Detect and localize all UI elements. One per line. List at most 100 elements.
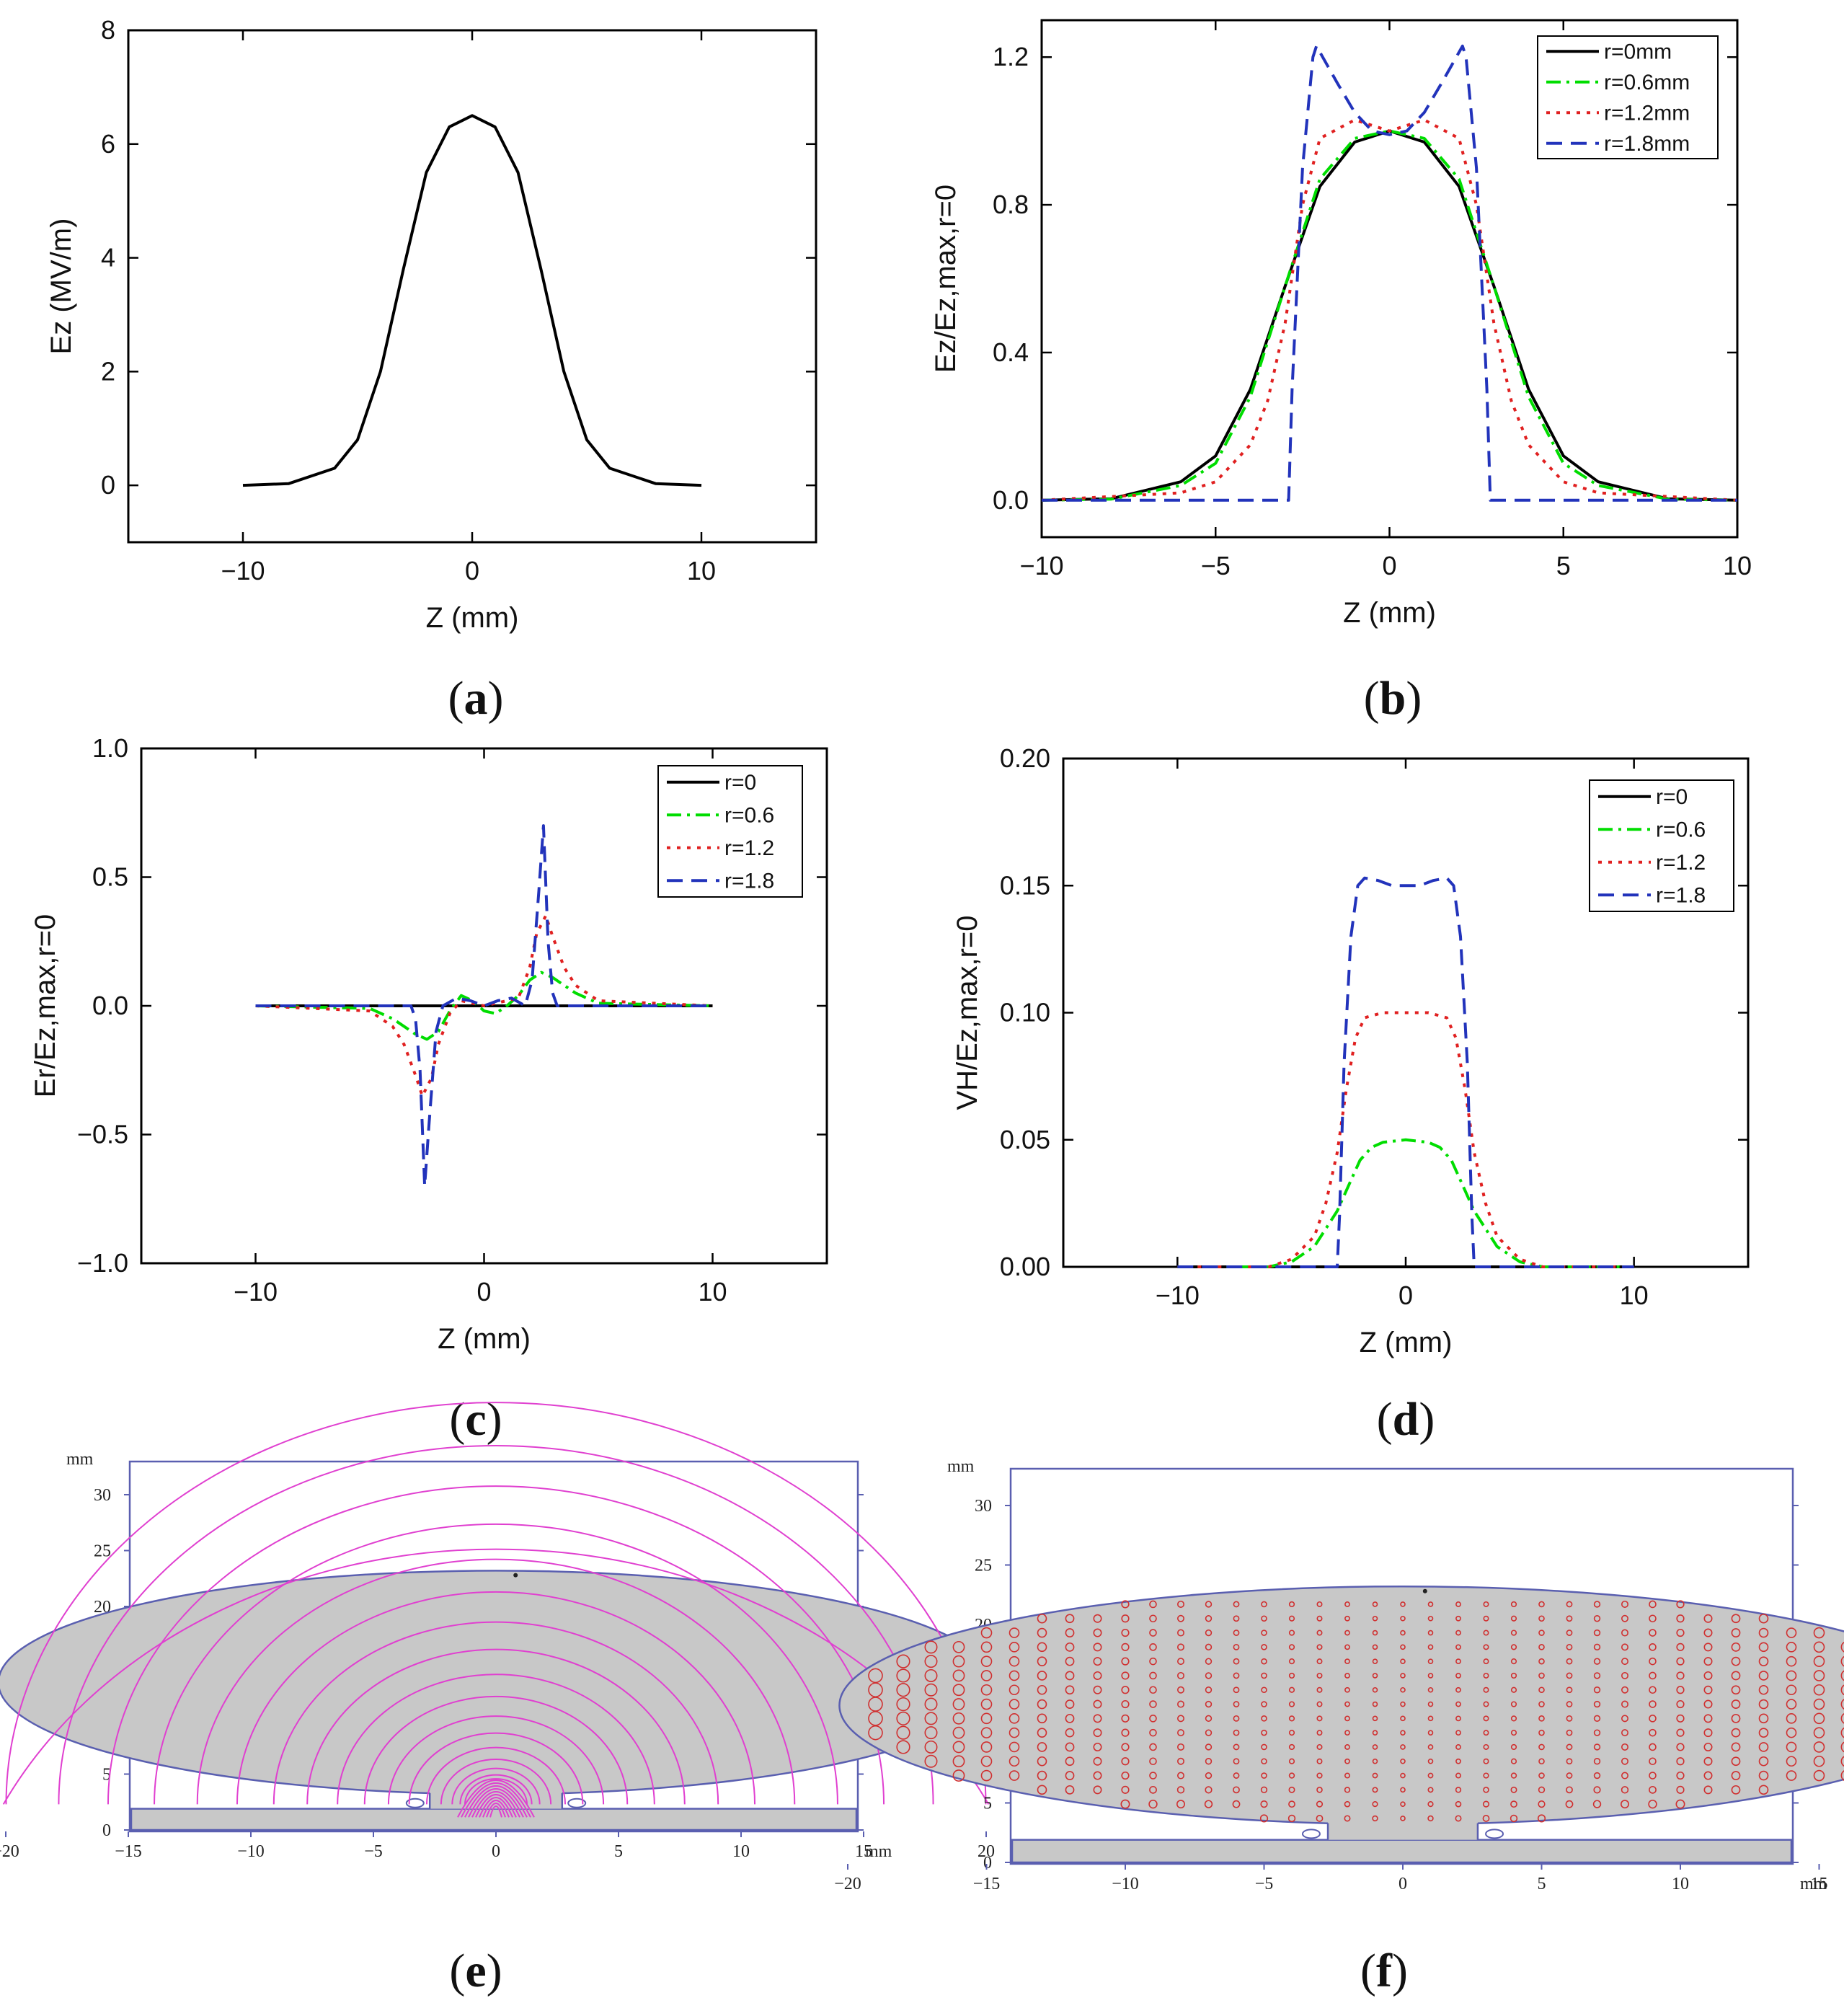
vector-marker-f-38 xyxy=(980,1670,993,1681)
vector-marker-f-207 xyxy=(1316,1701,1323,1707)
gap-field-line-e-9 xyxy=(457,1779,535,1818)
vector-marker-f-469 xyxy=(1813,1755,1825,1767)
vector-marker-f-290 xyxy=(1455,1658,1461,1665)
vector-marker-f-166 xyxy=(1233,1601,1240,1608)
vector-marker-f-116 xyxy=(1149,1671,1157,1680)
vector-marker-f-177 xyxy=(1261,1672,1267,1679)
vector-marker-f-375 xyxy=(1621,1772,1629,1780)
vector-marker-f-460 xyxy=(1786,1727,1797,1738)
vector-marker-f-70 xyxy=(1065,1728,1075,1738)
vector-marker-f-312 xyxy=(1510,1800,1517,1808)
x-tick-label-d-0: −10 xyxy=(1156,1281,1200,1310)
vector-marker-f-194 xyxy=(1288,1658,1295,1665)
vector-marker-f-318 xyxy=(1510,1715,1517,1722)
vector-marker-f-66 xyxy=(1065,1785,1075,1795)
legend-box-b xyxy=(1537,35,1719,159)
vector-marker-f-410 xyxy=(1676,1699,1685,1709)
vector-marker-f-402 xyxy=(1649,1600,1657,1609)
vector-marker-f-29 xyxy=(952,1655,965,1668)
vector-marker-f-159 xyxy=(1233,1701,1240,1707)
field-line-e-11 xyxy=(272,1621,719,1805)
vector-marker-f-293 xyxy=(1455,1615,1461,1622)
vector-marker-f-155 xyxy=(1233,1758,1240,1765)
vector-marker-f-401 xyxy=(1649,1614,1657,1623)
gap-field-line-e-1 xyxy=(486,1802,506,1818)
x-tick-label-d-2: 10 xyxy=(1620,1281,1649,1310)
vector-marker-f-417 xyxy=(1676,1600,1685,1609)
vector-marker-f-457 xyxy=(1786,1770,1797,1781)
y-tick-label-b-0: 0.0 xyxy=(993,485,1029,515)
vector-marker-f-225 xyxy=(1344,1673,1350,1679)
sim-x-tick-label-e-4: 0 xyxy=(492,1842,500,1861)
vector-marker-f-210 xyxy=(1316,1658,1323,1665)
field-line-e-1 xyxy=(464,1778,528,1805)
vector-marker-f-311 xyxy=(1510,1814,1518,1823)
vector-marker-f-43 xyxy=(1009,1756,1020,1767)
field-line-e-8 xyxy=(363,1695,629,1805)
vector-marker-f-165 xyxy=(1233,1615,1240,1622)
vector-marker-f-328 xyxy=(1538,1800,1546,1808)
vector-marker-f-456 xyxy=(1758,1613,1769,1624)
vector-marker-f-79 xyxy=(1093,1785,1102,1795)
vector-marker-f-297 xyxy=(1483,1787,1489,1793)
vector-marker-f-139 xyxy=(1205,1772,1213,1780)
vector-marker-f-481 xyxy=(1840,1741,1844,1753)
y-tick-label-a-1: 2 xyxy=(101,356,115,386)
vector-marker-f-48 xyxy=(1009,1684,1020,1696)
vector-marker-f-219 xyxy=(1344,1758,1350,1764)
vector-marker-f-1 xyxy=(868,1711,883,1726)
vector-marker-f-117 xyxy=(1149,1657,1157,1666)
vector-marker-f-243 xyxy=(1372,1644,1378,1650)
vector-marker-f-156 xyxy=(1233,1743,1240,1751)
legend-box-c xyxy=(657,765,803,898)
vector-marker-f-347 xyxy=(1566,1743,1573,1751)
vector-marker-f-141 xyxy=(1205,1743,1213,1751)
vector-marker-f-306 xyxy=(1483,1658,1489,1665)
gap-field-line-e-5 xyxy=(471,1790,520,1818)
vector-marker-f-169 xyxy=(1260,1786,1268,1794)
vector-marker-f-137 xyxy=(1204,1800,1213,1808)
vector-marker-f-345 xyxy=(1566,1772,1573,1779)
vector-marker-f-474 xyxy=(1813,1684,1825,1696)
vector-marker-f-133 xyxy=(1177,1643,1185,1651)
vector-marker-f-254 xyxy=(1400,1715,1406,1722)
vector-marker-f-475 xyxy=(1813,1670,1825,1681)
vector-marker-f-27 xyxy=(952,1684,965,1697)
sim-slot-left-e xyxy=(405,1798,425,1808)
y-tick-label-b-2: 0.8 xyxy=(993,190,1029,219)
vector-marker-f-3 xyxy=(868,1682,883,1698)
vector-marker-f-284 xyxy=(1455,1744,1461,1750)
vector-marker-f-333 xyxy=(1538,1729,1545,1736)
vector-marker-f-458 xyxy=(1786,1756,1797,1767)
vector-marker-f-262 xyxy=(1400,1601,1406,1607)
vector-marker-f-438 xyxy=(1731,1685,1741,1695)
vector-marker-f-152 xyxy=(1232,1800,1241,1808)
vector-marker-f-104 xyxy=(1121,1628,1130,1637)
gap-field-line-e-3 xyxy=(479,1796,513,1818)
vector-marker-f-387 xyxy=(1621,1600,1629,1608)
vector-marker-f-380 xyxy=(1621,1700,1629,1708)
vector-marker-f-212 xyxy=(1316,1630,1323,1636)
gap-field-line-e-6 xyxy=(468,1787,524,1818)
vector-marker-f-428 xyxy=(1703,1643,1713,1652)
vector-marker-f-403 xyxy=(1675,1799,1685,1809)
vector-marker-f-367 xyxy=(1593,1672,1601,1679)
vector-marker-f-485 xyxy=(1840,1684,1844,1696)
vector-marker-f-200 xyxy=(1316,1800,1324,1808)
vector-marker-f-11 xyxy=(896,1654,910,1668)
vector-marker-f-329 xyxy=(1538,1786,1546,1794)
vector-marker-f-425 xyxy=(1703,1685,1713,1694)
vector-marker-f-344 xyxy=(1566,1786,1573,1794)
series-line-b-3 xyxy=(1042,44,1737,502)
vector-marker-f-374 xyxy=(1621,1786,1629,1794)
vector-marker-f-279 xyxy=(1455,1815,1462,1822)
vector-marker-f-436 xyxy=(1731,1713,1741,1723)
vector-marker-f-26 xyxy=(952,1698,965,1710)
sim-x-unit-f: mm xyxy=(1800,1875,1827,1893)
vector-marker-f-265 xyxy=(1427,1787,1434,1793)
vector-marker-f-54 xyxy=(1037,1770,1047,1781)
vector-marker-f-240 xyxy=(1372,1686,1378,1693)
vector-marker-f-6 xyxy=(896,1725,910,1740)
sim-cavity-e xyxy=(0,1570,995,1795)
vector-marker-f-68 xyxy=(1065,1756,1075,1767)
